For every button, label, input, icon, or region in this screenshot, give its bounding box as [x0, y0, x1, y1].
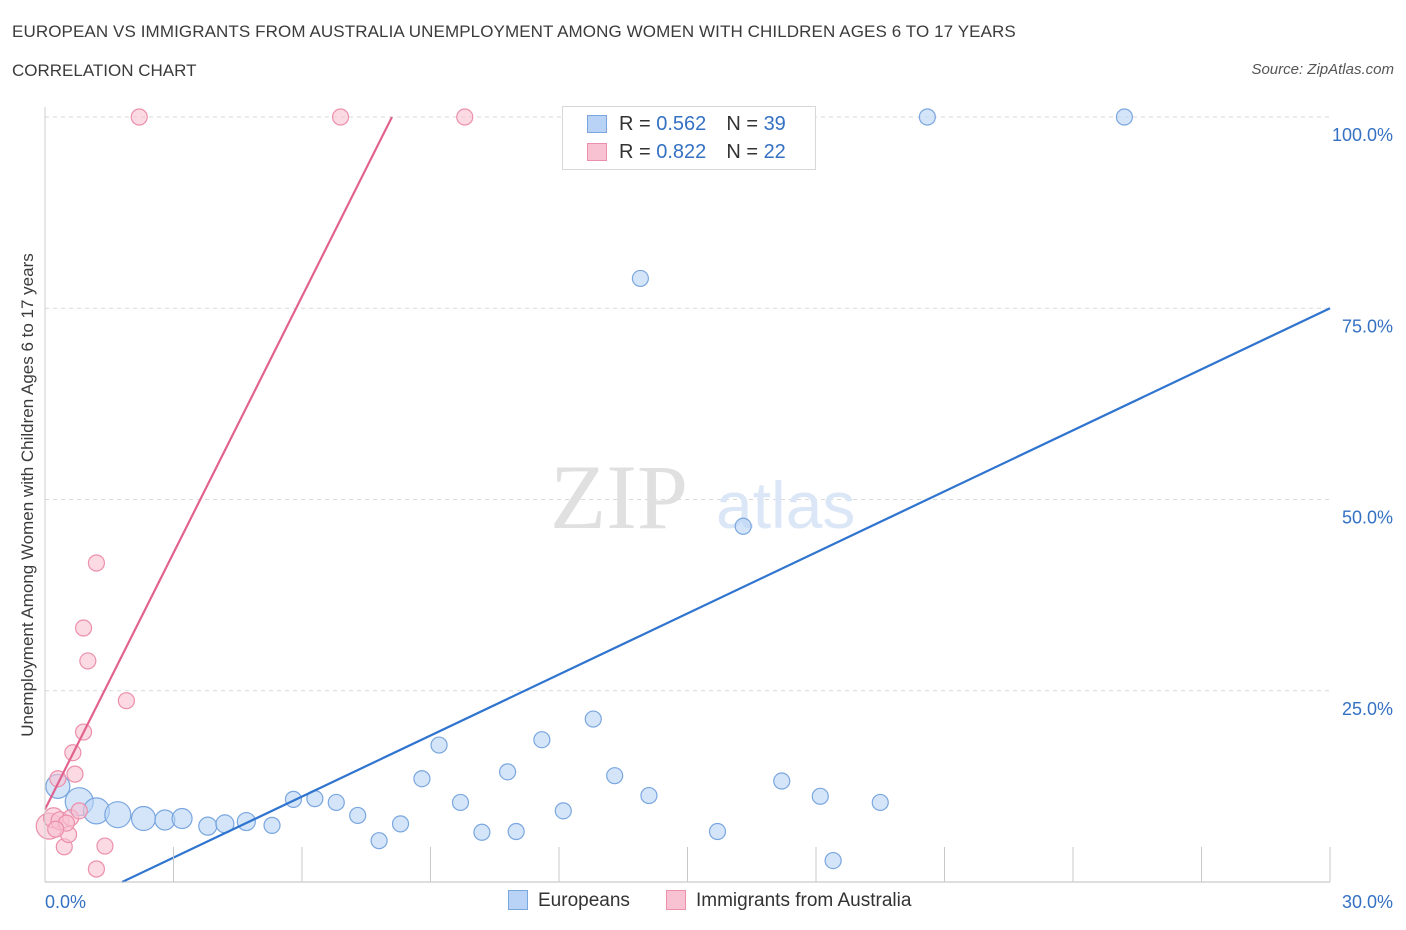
immigrants-legend-swatch [666, 890, 686, 910]
europeans-legend-swatch [508, 890, 528, 910]
x-tick-label: 30.0% [1342, 892, 1393, 912]
y-tick-label: 75.0% [1342, 316, 1393, 336]
correlation-legend: R = 0.562 N = 39 R = 0.822 N = 22 [562, 106, 816, 170]
europeans-point [871, 793, 889, 812]
europeans-point [631, 269, 649, 288]
r-label: R = [619, 113, 657, 135]
y-tick-label: 50.0% [1342, 508, 1393, 528]
immigrants-point [74, 619, 93, 637]
immigrants-point [456, 108, 474, 126]
source-label: Source: ZipAtlas.com [1251, 61, 1394, 78]
y-axis-label: Unemployment Among Women with Children A… [18, 253, 37, 737]
europeans-point [606, 767, 624, 785]
europeans-point [104, 801, 132, 829]
trend-lines [44, 116, 1331, 883]
immigrants-point [70, 802, 88, 820]
europeans-point [263, 816, 281, 834]
immigrants-point [79, 652, 97, 670]
y-tick-label: 25.0% [1342, 699, 1393, 719]
n-label: N = [726, 141, 764, 163]
europeans-point [734, 517, 752, 535]
r-value-immigrants: 0.822 [656, 141, 707, 163]
watermark-zip: ZIP [550, 446, 688, 548]
n-value-europeans: 39 [763, 113, 786, 135]
r-label: R = [619, 141, 657, 163]
legend-label-europeans: Europeans [538, 890, 630, 911]
gridlines [45, 116, 1330, 692]
n-label: N = [726, 113, 764, 135]
immigrants-points [35, 108, 474, 878]
legend-row-europeans: R = 0.562 N = 39 [587, 113, 786, 137]
y-tick-label: 100.0% [1332, 125, 1393, 145]
immigrants-point [66, 765, 84, 783]
immigrants-swatch [587, 143, 607, 161]
chart-title: EUROPEAN VS IMMIGRANTS FROM AUSTRALIA UN… [12, 22, 1016, 41]
axes: 100.0% 75.0% 50.0% 25.0% 0.0% 30.0% [44, 107, 1393, 912]
europeans-trend-line [121, 307, 1331, 883]
europeans-point [773, 772, 791, 790]
europeans-point [533, 731, 551, 749]
europeans-point [284, 790, 303, 808]
legend-row-immigrants: R = 0.822 N = 22 [587, 141, 786, 165]
legend-item-immigrants: Immigrants from Australia [666, 890, 911, 912]
immigrants-trend-line [44, 116, 393, 810]
europeans-point [391, 815, 410, 833]
europeans-point [507, 822, 525, 841]
europeans-point [236, 811, 256, 832]
immigrants-point [47, 820, 65, 838]
immigrants-point [130, 108, 148, 126]
immigrants-point [331, 108, 350, 126]
immigrants-point [96, 837, 114, 855]
immigrants-point [87, 554, 106, 572]
europeans-point [370, 832, 388, 850]
europeans-point [918, 108, 936, 126]
legend-item-europeans: Europeans [508, 890, 630, 912]
legend-label-immigrants: Immigrants from Australia [696, 890, 912, 911]
x-tick-label: 0.0% [45, 892, 86, 912]
immigrants-point [87, 860, 106, 878]
europeans-point [198, 816, 218, 836]
europeans-point [430, 736, 448, 754]
europeans-point [708, 822, 727, 841]
europeans-point [811, 787, 829, 805]
europeans-point [473, 823, 491, 841]
europeans-point [640, 786, 658, 805]
europeans-point [1115, 108, 1134, 126]
immigrants-point [117, 692, 135, 710]
chart-subtitle: CORRELATION CHART [12, 61, 197, 80]
europeans-point [499, 763, 517, 781]
europeans-point [584, 710, 602, 728]
europeans-point [824, 851, 842, 870]
europeans-point [327, 793, 345, 812]
europeans-swatch [587, 115, 607, 133]
europeans-point [349, 806, 367, 825]
n-value-immigrants: 22 [763, 141, 786, 163]
europeans-point [171, 807, 193, 830]
europeans-point [413, 770, 431, 788]
europeans-point [554, 802, 572, 820]
r-value-europeans: 0.562 [656, 113, 707, 135]
europeans-point [451, 793, 470, 812]
europeans-point [130, 805, 157, 832]
